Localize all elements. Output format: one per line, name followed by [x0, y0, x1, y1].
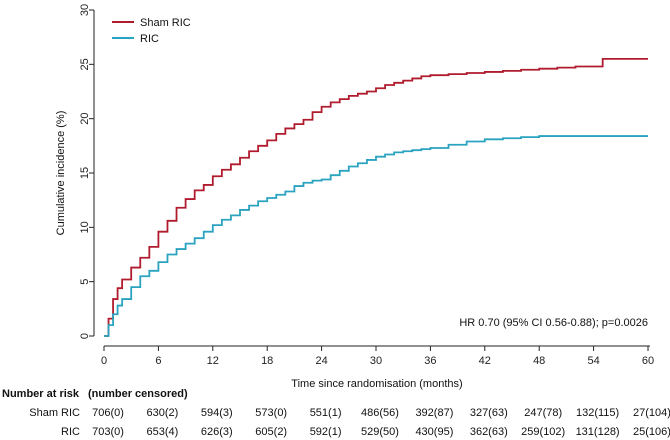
risk-cell: 362(63): [470, 426, 508, 438]
risk-table-subtitle: (number censored): [88, 388, 188, 400]
risk-cell: 706(0): [92, 407, 124, 419]
x-tick-label: 54: [587, 355, 599, 367]
y-tick-label: 20: [79, 113, 91, 125]
legend: Sham RIC RIC: [112, 17, 191, 45]
series-layer: [104, 58, 648, 337]
risk-cell: 630(2): [147, 407, 179, 419]
risk-cell: 551(1): [310, 407, 342, 419]
risk-cell: 392(87): [415, 407, 453, 419]
risk-cell: 573(0): [255, 407, 287, 419]
x-tick-label: 60: [642, 355, 654, 367]
risk-cell: 27(104): [633, 407, 670, 419]
x-tick-label: 6: [155, 355, 161, 367]
risk-table: Number at risk (number censored) Sham RI…: [2, 388, 670, 438]
y-tick-label: 5: [79, 279, 91, 285]
risk-table-title: Number at risk: [2, 388, 80, 400]
y-axis-title: Cumulative incidence (%): [55, 111, 67, 236]
risk-cell: 703(0): [92, 426, 124, 438]
risk-cell: 605(2): [255, 426, 287, 438]
x-tick-label: 12: [207, 355, 219, 367]
risk-cell: 594(3): [201, 407, 233, 419]
x-tick-label: 24: [315, 355, 327, 367]
risk-cell: 486(56): [361, 407, 399, 419]
series-line-ric: [104, 135, 648, 337]
risk-cell: 327(63): [470, 407, 508, 419]
x-tick-label: 30: [370, 355, 382, 367]
x-ticks: 0 6 12 18 24 30 36 42 48 54 60: [101, 346, 654, 367]
risk-cell: 529(50): [361, 426, 399, 438]
y-tick-label: 0: [79, 333, 91, 339]
risk-cell: 247(78): [524, 407, 562, 419]
x-tick-label: 18: [261, 355, 273, 367]
x-tick-label: 42: [479, 355, 491, 367]
x-tick-label: 0: [101, 355, 107, 367]
hr-annotation: HR 0.70 (95% CI 0.56-0.88); p=0.0026: [459, 317, 648, 329]
risk-cells: 706(0) 630(2) 594(3) 573(0) 551(1) 486(56) 392…: [92, 407, 670, 438]
legend-label-sham-ric: Sham RIC: [140, 17, 191, 29]
risk-row-label-ric: RIC: [61, 426, 80, 438]
risk-cell: 132(115): [576, 407, 619, 419]
x-axis-title: Time since randomisation (months): [291, 378, 462, 390]
risk-cell: 430(95): [415, 426, 453, 438]
x-tick-label: 48: [533, 355, 545, 367]
risk-cell: 25(106): [633, 426, 670, 438]
y-tick-label: 25: [79, 58, 91, 70]
risk-cell: 626(3): [201, 426, 233, 438]
risk-cell: 131(128): [576, 426, 620, 438]
y-ticks: 0 5 10 15 20 25 30: [79, 4, 94, 339]
risk-row-label-sham-ric: Sham RIC: [29, 407, 80, 419]
risk-cell: 653(4): [147, 426, 179, 438]
risk-cell: 592(1): [310, 426, 342, 438]
series-line-sham-ric: [104, 58, 648, 337]
legend-label-ric: RIC: [140, 33, 159, 45]
risk-cell: 259(102): [521, 426, 565, 438]
y-tick-label: 30: [79, 4, 91, 16]
x-tick-label: 36: [424, 355, 436, 367]
y-tick-label: 10: [79, 221, 91, 233]
y-tick-label: 15: [79, 167, 91, 179]
axes: [93, 10, 650, 347]
